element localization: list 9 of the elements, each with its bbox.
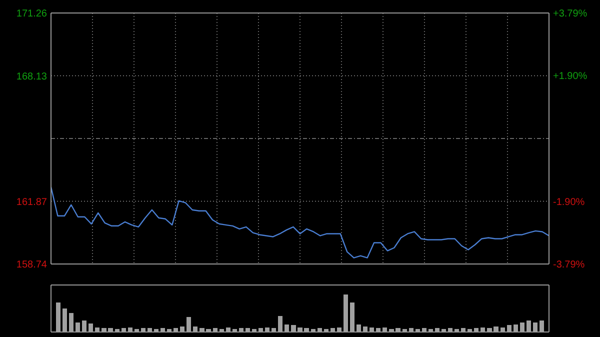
y2-tick-label: -1.90% [553, 196, 585, 208]
y-tick-label: 171.26 [16, 8, 48, 20]
y2-tick-label: +1.90% [553, 71, 588, 82]
y-tick-label: 161.87 [16, 196, 48, 208]
y-tick-label: 168.13 [16, 71, 48, 82]
y2-tick-label: -3.79% [553, 260, 585, 270]
y2-tick-label: +3.79% [553, 8, 588, 20]
y-tick-label: 158.74 [16, 260, 48, 270]
line-series [50, 186, 550, 258]
